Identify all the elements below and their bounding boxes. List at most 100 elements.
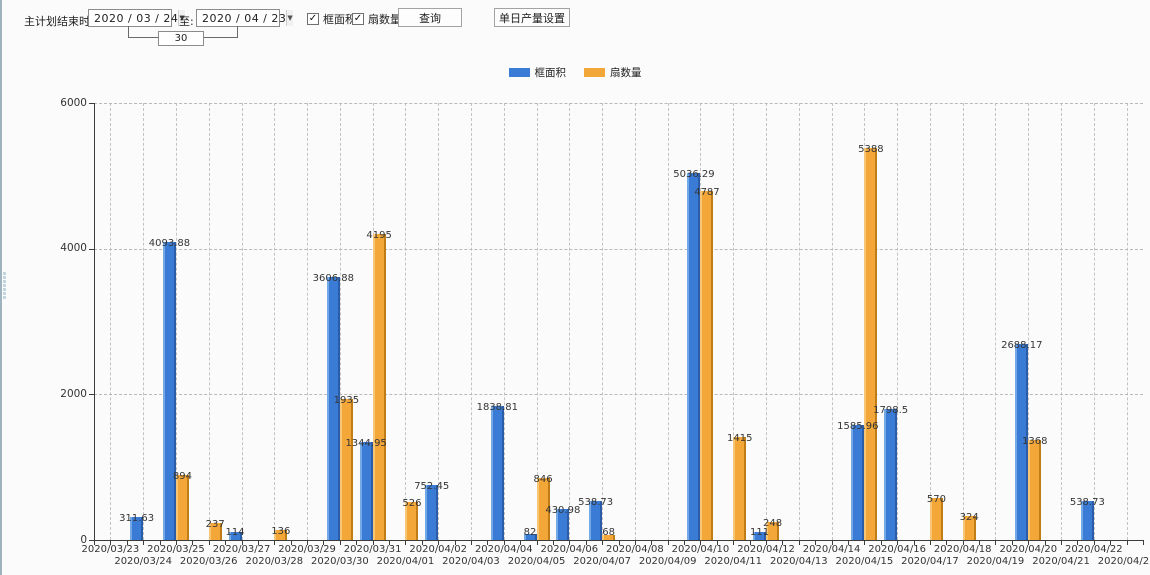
- x-axis-tick: [192, 541, 194, 545]
- gridline-vertical: [536, 103, 538, 540]
- x-axis-tick: [175, 541, 177, 545]
- bar-frame-area: [753, 531, 767, 540]
- x-tick-label: 2020/04/11: [704, 556, 763, 567]
- gridline-vertical: [569, 103, 571, 540]
- gridline-vertical: [1061, 103, 1063, 540]
- x-tick-label: 2020/04/06: [540, 544, 599, 555]
- x-axis-tick: [159, 541, 161, 545]
- splitter-grip-dot: [3, 296, 6, 299]
- x-axis-tick: [1093, 541, 1095, 545]
- x-axis-tick: [749, 541, 751, 545]
- y-axis-tick: [89, 103, 94, 104]
- bar-frame-area: [359, 442, 373, 540]
- x-axis-tick: [438, 541, 440, 545]
- x-tick-label: 2020/04/05: [507, 556, 566, 567]
- x-axis-tick: [356, 541, 358, 545]
- x-tick-label: 2020/04/18: [933, 544, 992, 555]
- x-axis-tick: [454, 541, 456, 545]
- date-from-picker[interactable]: 2020 / 03 / 24 ▼: [88, 9, 185, 27]
- bar-value-label: 311.63: [119, 513, 155, 525]
- frame-area-checkbox[interactable]: ✓ 框面积: [307, 11, 356, 27]
- gridline-vertical: [503, 103, 505, 540]
- bar-value-label: 1935: [333, 395, 360, 407]
- splitter-grip-dot: [3, 284, 6, 287]
- x-axis-tick: [929, 541, 931, 545]
- x-axis-tick: [1011, 541, 1013, 545]
- date-to-value: 2020 / 04 / 23: [202, 11, 287, 25]
- chevron-down-icon[interactable]: ▼: [178, 10, 185, 26]
- bar-value-label: 2688.17: [1001, 340, 1043, 352]
- bar-value-label: 894: [172, 470, 192, 482]
- x-tick-label: 2020/04/03: [442, 556, 500, 567]
- x-axis-tick: [110, 541, 112, 545]
- x-tick-label: 2020/04/14: [802, 544, 861, 555]
- gridline-vertical: [897, 103, 899, 540]
- x-axis-tick: [290, 541, 292, 545]
- x-tick-label: 2020/04/21: [1032, 556, 1090, 567]
- daily-output-settings-button[interactable]: 单日产量设置: [494, 8, 570, 27]
- days-input[interactable]: 30: [158, 31, 204, 46]
- x-axis-tick: [405, 541, 407, 545]
- x-axis-tick: [1077, 541, 1079, 545]
- gridline-vertical: [667, 103, 669, 540]
- x-tick-label: 2020/04/12: [737, 544, 795, 555]
- gridline-vertical: [241, 103, 243, 540]
- x-tick-label: 2020/04/23: [1097, 556, 1150, 567]
- x-axis-tick: [552, 541, 554, 545]
- toolbar: 主计划结束时间: 2020 / 03 / 24 ▼ 至: 2020 / 04 /…: [0, 0, 1150, 52]
- x-tick-label: 2020/04/22: [1065, 544, 1123, 555]
- bar-value-label: 237: [205, 518, 225, 530]
- bar-fan-count: [766, 521, 780, 540]
- splitter-grip-dot: [3, 292, 6, 295]
- bar-value-label: 538.73: [1069, 496, 1105, 508]
- bar-value-label: 3606.88: [312, 273, 355, 285]
- bar-fan-count: [274, 530, 288, 540]
- bar-frame-area: [1015, 344, 1029, 540]
- fan-count-checkbox[interactable]: ✓ 扇数量: [352, 11, 401, 27]
- bar-frame-area: [228, 531, 242, 540]
- y-tick-label: 2000: [60, 387, 87, 400]
- x-axis-tick: [1044, 541, 1046, 545]
- x-tick-label: 2020/04/10: [671, 544, 730, 555]
- legend-label: 扇数量: [610, 67, 642, 79]
- bar-fan-count: [962, 516, 976, 540]
- bar-frame-area: [326, 277, 340, 540]
- bar-value-label: 136: [271, 526, 291, 538]
- gridline-vertical: [634, 103, 636, 540]
- x-axis-tick: [897, 541, 899, 545]
- x-axis-tick: [241, 541, 243, 545]
- query-button[interactable]: 查询: [398, 8, 462, 27]
- bar-value-label: 1798.5: [873, 405, 909, 417]
- x-axis-tick: [995, 541, 997, 545]
- bar-value-label: 1585.96: [837, 420, 879, 432]
- y-axis-tick: [89, 248, 94, 250]
- x-axis-tick: [503, 541, 505, 545]
- splitter-grip-dot: [3, 288, 6, 291]
- bar-value-label: 248: [762, 517, 783, 529]
- x-axis-tick: [618, 541, 620, 545]
- x-tick-label: 2020/03/28: [245, 556, 304, 567]
- bar-value-label: 82: [523, 527, 537, 538]
- bar-value-label: 114: [225, 527, 245, 538]
- x-tick-label: 2020/04/07: [573, 556, 631, 567]
- bar-frame-area: [425, 485, 439, 540]
- x-axis-tick: [520, 541, 522, 545]
- bar-value-label: 5388: [858, 143, 884, 155]
- bar-value-label: 570: [926, 494, 946, 506]
- date-to-picker[interactable]: 2020 / 04 / 23 ▼: [196, 9, 293, 27]
- x-axis-tick: [782, 541, 784, 545]
- x-axis-tick: [323, 541, 325, 545]
- chevron-down-icon[interactable]: ▼: [286, 10, 293, 26]
- splitter-grip-dot: [3, 272, 6, 275]
- bar-fan-count: [864, 147, 878, 540]
- y-axis-tick: [89, 540, 94, 541]
- x-axis-tick: [1028, 541, 1030, 545]
- x-axis-tick: [487, 541, 489, 545]
- bar-frame-area: [851, 424, 865, 540]
- x-axis-tick: [1061, 541, 1063, 545]
- gridline-vertical: [470, 103, 472, 540]
- bar-frame-area: [884, 409, 898, 540]
- bar-value-label: 538.73: [578, 496, 614, 508]
- x-axis-tick: [94, 541, 95, 545]
- bar-fan-count: [175, 474, 189, 540]
